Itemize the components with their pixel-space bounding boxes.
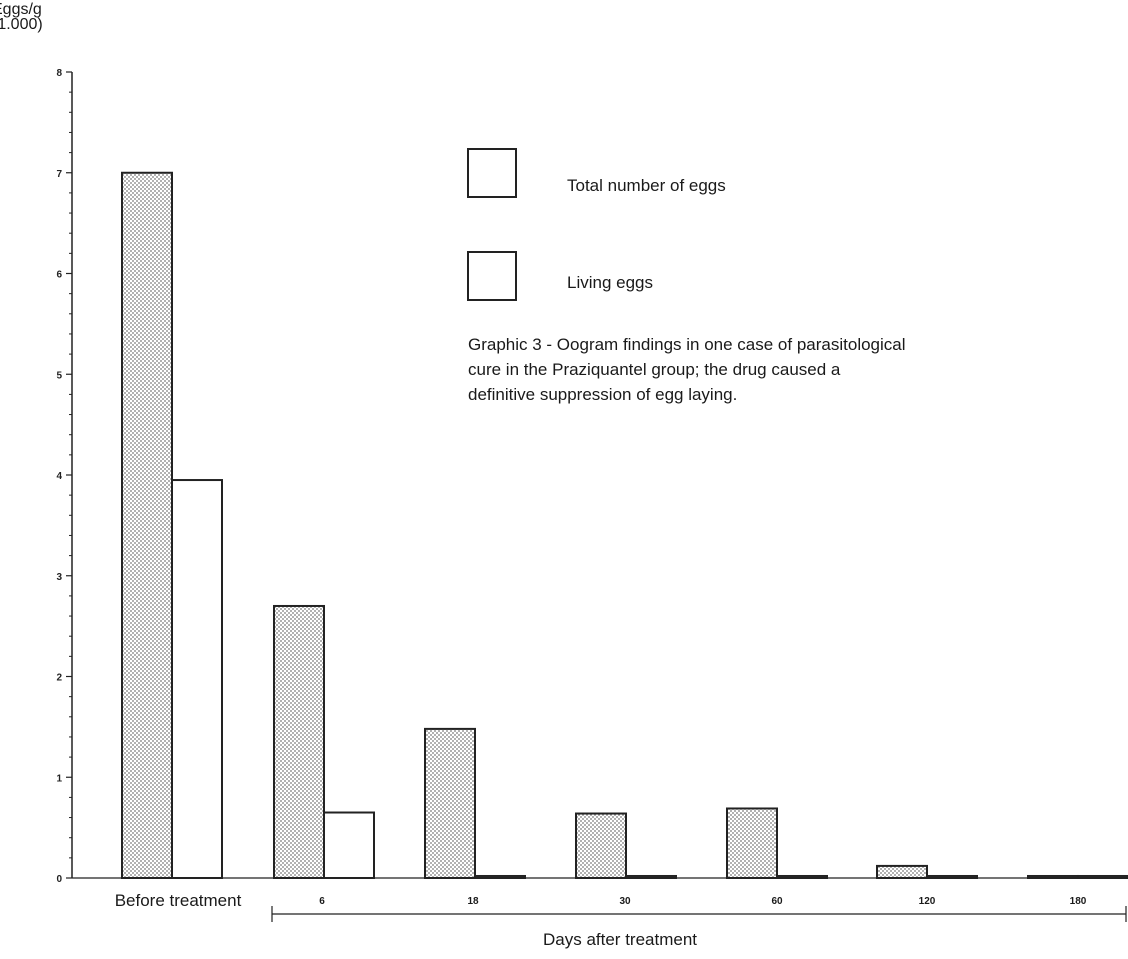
bar-living-eggs <box>474 874 526 879</box>
x-category-label: 18 <box>467 896 479 907</box>
bar-living-eggs <box>625 874 677 879</box>
y-tick-label: 8 <box>56 68 62 79</box>
y-tick-label: 6 <box>56 270 62 281</box>
caption-line-2: cure in the Praziquantel group; the drug… <box>468 360 841 379</box>
tick-labels: 0 1 2 3 4 5 6 7 8 Before treatment 6 18 30 60 120 180 <box>56 68 1086 910</box>
bar-total-eggs <box>575 812 627 880</box>
bar-living-eggs <box>1077 874 1128 879</box>
x-category-label: 180 <box>1070 896 1087 907</box>
bar-total-eggs <box>876 864 928 879</box>
bar-living-eggs <box>776 874 828 879</box>
y-tick-label: 0 <box>56 874 62 885</box>
legend-swatch-living <box>467 251 517 301</box>
bar-total-eggs <box>424 727 476 880</box>
x-category-label: 30 <box>619 896 631 907</box>
figure-caption: Graphic 3 - Oogram findings in one case … <box>468 332 1068 407</box>
x-category-label: 120 <box>919 896 936 907</box>
axes <box>66 71 1128 922</box>
y-tick-label: 3 <box>56 572 62 583</box>
bars <box>121 171 1128 880</box>
bar-total-eggs <box>121 171 173 879</box>
y-tick-label: 1 <box>56 773 62 784</box>
x-category-label: Before treatment <box>115 891 242 910</box>
x-axis-title: Days after treatment <box>543 930 698 949</box>
legend-swatch-total <box>467 148 517 198</box>
legend-label-total: Total number of eggs <box>567 176 726 195</box>
caption-line-3: definitive suppression of egg laying. <box>468 385 738 404</box>
bar-living-eggs <box>323 811 375 880</box>
caption-line-1: Graphic 3 - Oogram findings in one case … <box>468 335 906 354</box>
x-category-label: 60 <box>771 896 783 907</box>
bar-total-eggs <box>273 604 325 879</box>
y-tick-label: 7 <box>56 169 62 180</box>
y-tick-label: 2 <box>56 673 62 684</box>
y-axis-label: Eggs/g (1.000) <box>0 1 43 33</box>
y-tick-label: 4 <box>56 471 62 482</box>
y-tick-label: 5 <box>56 370 62 381</box>
bar-total-eggs <box>1027 874 1079 879</box>
legend-label-living: Living eggs <box>567 273 654 292</box>
x-category-label: 6 <box>319 896 325 907</box>
bar-living-eggs <box>926 874 978 879</box>
bar-living-eggs <box>171 479 223 879</box>
bar-total-eggs <box>726 807 778 879</box>
